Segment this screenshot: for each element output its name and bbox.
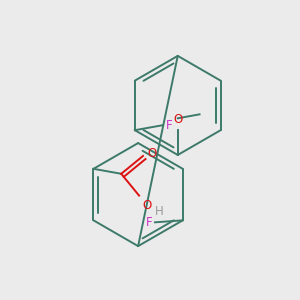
Text: F: F <box>146 216 152 229</box>
Text: O: O <box>173 113 182 126</box>
Text: H: H <box>155 206 164 218</box>
Text: O: O <box>147 148 156 160</box>
Text: F: F <box>166 119 172 132</box>
Text: O: O <box>142 199 151 212</box>
